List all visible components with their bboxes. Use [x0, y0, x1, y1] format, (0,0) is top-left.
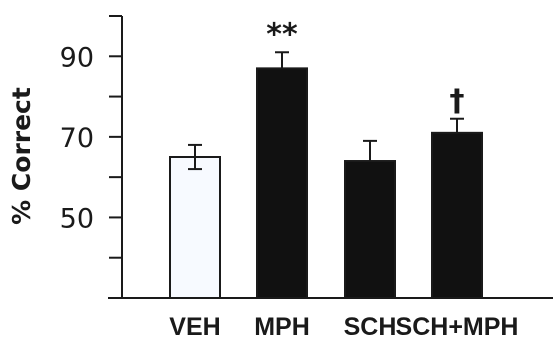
category-label: MPH	[254, 313, 310, 339]
y-tick-label: 50	[60, 203, 94, 234]
significance-marker: †	[450, 84, 465, 119]
category-labels: VEH MPH SCH SCH+MPH	[169, 313, 518, 339]
bar-sch-plus-mph	[431, 131, 483, 299]
bar-veh	[169, 156, 221, 299]
category-label: VEH	[169, 313, 220, 339]
y-ticks: 50 70 90	[60, 15, 122, 299]
category-label: SCH	[344, 313, 397, 339]
category-label: SCH+MPH	[396, 313, 519, 339]
bar-sch	[344, 160, 396, 299]
bars: ** †	[169, 17, 483, 299]
y-tick-label: 70	[60, 123, 94, 154]
bar-mph	[256, 67, 308, 299]
y-axis-title: % Correct	[7, 87, 36, 225]
significance-marker: **	[266, 17, 298, 52]
y-tick-label: 90	[60, 42, 94, 73]
